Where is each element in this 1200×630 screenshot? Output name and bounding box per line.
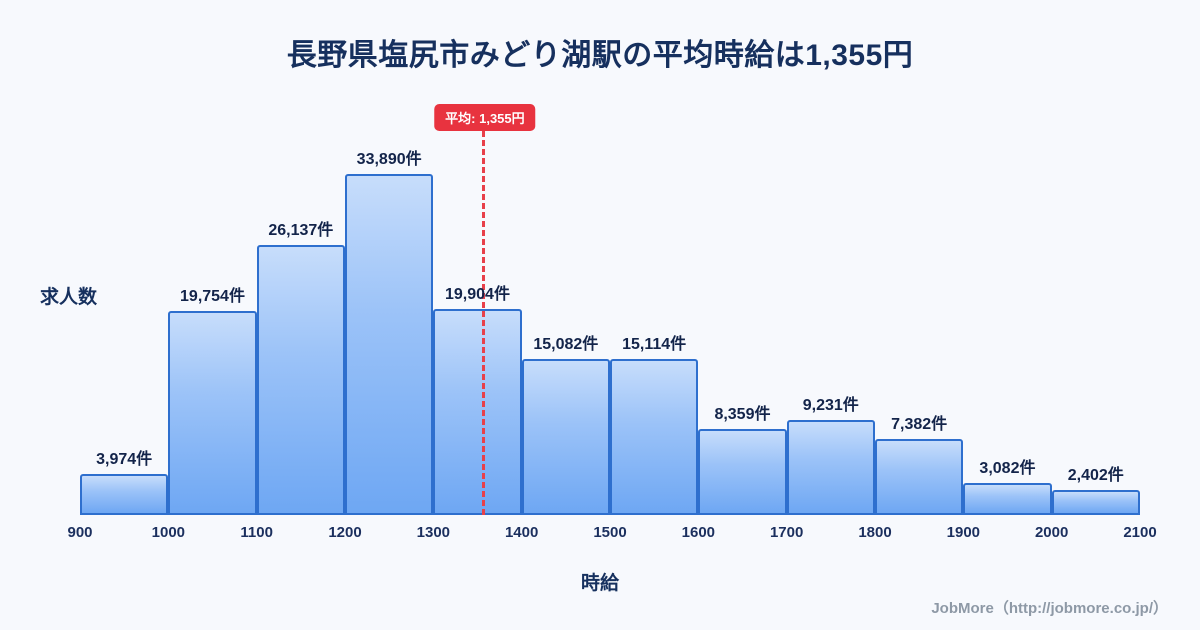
histogram-bar [256, 245, 345, 515]
histogram-bar [80, 474, 169, 515]
bar-column: 2,402件 [1051, 145, 1140, 515]
x-tick-label: 1200 [328, 524, 362, 541]
average-line: 平均: 1,355円 [434, 104, 536, 515]
plot-area: 平均: 1,355円 3,974件 19,754件 26,137件 33,890件 19… [80, 104, 1140, 515]
bar-value-label: 33,890件 [356, 151, 422, 168]
histogram-bar [344, 174, 434, 515]
page: 長野県塩尻市みどり湖駅の平均時給は1,355円 求人数 平均: 1,355円 3… [0, 0, 1200, 617]
bar-value-label: 3,082件 [979, 460, 1036, 477]
x-tick-label: 1800 [858, 524, 892, 541]
bar-column: 9,231件 [786, 145, 875, 515]
x-axis-label: 時給 [580, 573, 619, 594]
x-tick-label: 1100 [240, 524, 273, 541]
histogram-bar [963, 483, 1052, 515]
histogram-bar [874, 439, 964, 515]
y-axis-label: 求人数 [40, 287, 98, 308]
histogram-bar [433, 309, 522, 515]
bar-column: 33,890件 [344, 145, 434, 515]
bar-value-label: 9,231件 [802, 397, 859, 414]
bar-column: 19,754件 [168, 145, 257, 515]
bar-column: 19,904件 [433, 145, 522, 515]
bar-column: 7,382件 [874, 145, 964, 515]
bar-value-label: 26,137件 [268, 222, 334, 239]
average-badge: 平均: 1,355円 [434, 104, 536, 131]
x-axis-ticks: 900 1000 1100 1200 1300 1400 1500 1600 1700 1800 1… [67, 524, 1156, 550]
bar-value-label: 7,382件 [891, 416, 948, 433]
bar-column: 26,137件 [256, 145, 345, 515]
x-tick-label: 1600 [681, 524, 716, 541]
histogram-bar [698, 429, 787, 515]
bar-value-label: 19,904件 [445, 286, 510, 303]
histogram-bar [521, 359, 610, 515]
bar-column: 15,114件 [609, 145, 699, 515]
x-tick-label: 1000 [151, 524, 186, 541]
bar-value-label: 15,082件 [533, 336, 599, 353]
x-tick-label: 1500 [593, 524, 627, 541]
bar-column: 15,082件 [521, 145, 610, 515]
bar-value-label: 2,402件 [1067, 467, 1124, 484]
chart-title: 長野県塩尻市みどり湖駅の平均時給は1,355円 [286, 39, 914, 72]
bar-value-label: 3,974件 [96, 451, 153, 468]
x-tick-label: 900 [67, 524, 93, 541]
bar-column: 3,974件 [80, 145, 169, 515]
histogram-bar [168, 311, 257, 515]
x-tick-label: 1300 [416, 524, 451, 541]
x-tick-label: 1900 [946, 524, 981, 541]
bar-value-label: 8,359件 [714, 406, 771, 423]
histogram-bar [1051, 490, 1140, 515]
histogram-bar [786, 420, 875, 515]
x-tick-label: 2100 [1123, 524, 1157, 541]
x-tick-label: 1700 [769, 524, 804, 541]
bar-column: 8,359件 [698, 145, 787, 515]
bar-value-label: 19,754件 [180, 288, 245, 305]
histogram-chart: 平均: 1,355円 3,974件 19,754件 26,137件 33,890件 19… [67, 104, 1157, 550]
bar-value-label: 15,114件 [622, 336, 687, 353]
footer-credit: JobMore（http://jobmore.co.jp/） [931, 600, 1168, 617]
x-tick-label: 2000 [1034, 524, 1069, 541]
histogram-bar [609, 359, 699, 515]
x-tick-label: 1400 [504, 524, 539, 541]
bar-column: 3,082件 [963, 145, 1052, 515]
